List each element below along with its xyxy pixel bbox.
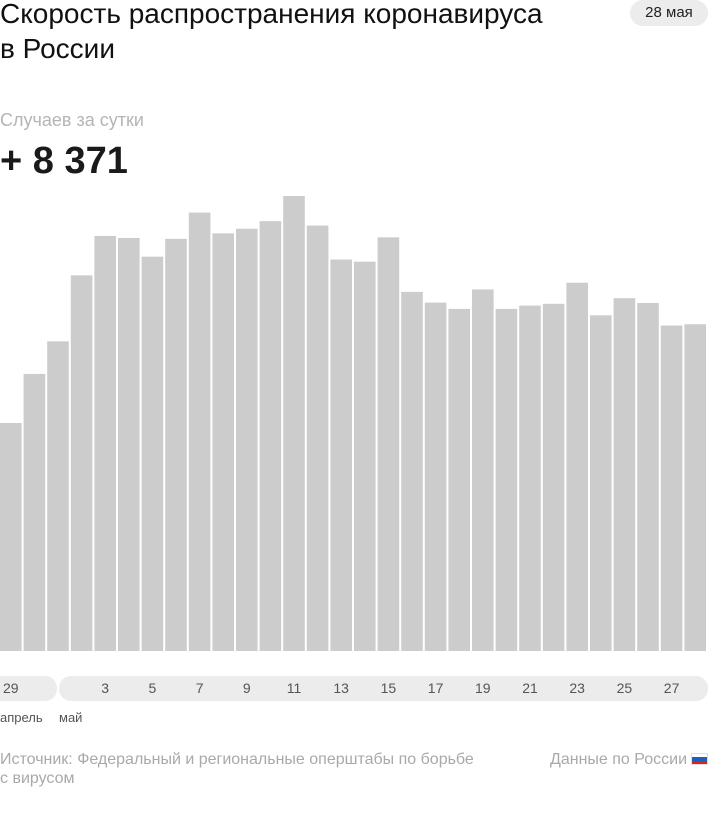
bar-2-май[interactable]: [70, 275, 93, 651]
tick-label: 11: [286, 680, 302, 696]
country-selector[interactable]: Данные по России: [550, 750, 708, 769]
bar-30-апр[interactable]: [23, 373, 46, 651]
bar-21-май[interactable]: [519, 305, 541, 651]
tick-label: 29: [3, 680, 19, 696]
bar-20-май[interactable]: [495, 308, 518, 651]
tick-label: 13: [333, 680, 349, 696]
bar-12-май[interactable]: [306, 225, 329, 652]
bar-13-май[interactable]: [330, 259, 352, 651]
tick-label: 7: [195, 680, 204, 696]
bar-11-май[interactable]: [283, 196, 305, 651]
bar-4-май[interactable]: [118, 237, 140, 651]
flag-stripe-blue: [692, 757, 707, 761]
tick-label: 27: [663, 680, 680, 696]
date-badge[interactable]: 28 мая: [630, 0, 708, 26]
bar-9-май[interactable]: [236, 228, 258, 651]
bar-6-май[interactable]: [165, 238, 187, 651]
tick-label: 3: [101, 680, 110, 696]
tick-label: 23: [569, 680, 585, 696]
month-label-may: май: [59, 710, 83, 725]
bar-10-май[interactable]: [259, 221, 282, 651]
bar-8-май[interactable]: [212, 233, 234, 652]
bar-19-май[interactable]: [472, 289, 494, 651]
flag-stripe-red: [692, 760, 707, 764]
source-note: Источник: Федеральный и региональные опе…: [0, 751, 474, 787]
tick-label: 21: [522, 680, 538, 696]
month-label-april: апрель: [0, 710, 43, 725]
flag-stripe-white: [692, 754, 707, 758]
tick-label: 17: [427, 680, 444, 696]
bar-29-апр[interactable]: [0, 422, 22, 651]
bar-17-май[interactable]: [424, 302, 447, 651]
timeline-may-segment[interactable]: [59, 676, 708, 701]
tick-label: 19: [475, 680, 491, 696]
bar-22-май[interactable]: [542, 303, 565, 651]
bar-25-май[interactable]: [613, 298, 636, 651]
tick-label: 9: [242, 680, 251, 696]
bar-15-май[interactable]: [377, 237, 400, 652]
bar-7-май[interactable]: [188, 212, 211, 651]
timeline-april-segment[interactable]: [0, 676, 57, 701]
bar-1-май[interactable]: [47, 341, 69, 651]
bar-26-май[interactable]: [637, 303, 659, 651]
bar-27-май[interactable]: [660, 325, 683, 651]
bar-3-май[interactable]: [94, 235, 116, 651]
bar-16-май[interactable]: [401, 291, 423, 651]
bar-28-май[interactable]: [684, 324, 706, 651]
russia-flag-icon: [691, 753, 708, 765]
tick-label: 25: [616, 680, 633, 696]
tick-label: 5: [148, 680, 157, 696]
bar-24-май[interactable]: [590, 315, 612, 651]
daily-cases-value: + 8 371: [0, 140, 128, 182]
bar-23-май[interactable]: [566, 282, 588, 651]
bar-chart: [0, 196, 706, 652]
daily-cases-label: Случаев за сутки: [0, 110, 144, 130]
bar-18-май[interactable]: [448, 308, 470, 651]
tick-label: 15: [380, 680, 397, 696]
bar-5-май[interactable]: [141, 256, 164, 651]
bar-14-май[interactable]: [354, 261, 376, 651]
timeline[interactable]: 29 3 5 7 9 11 13 15 17 19 21 23 25 27: [0, 676, 708, 701]
country-label: Данные по России: [550, 751, 687, 768]
chart-title: Скорость распространения коронавируса в …: [0, 0, 543, 64]
